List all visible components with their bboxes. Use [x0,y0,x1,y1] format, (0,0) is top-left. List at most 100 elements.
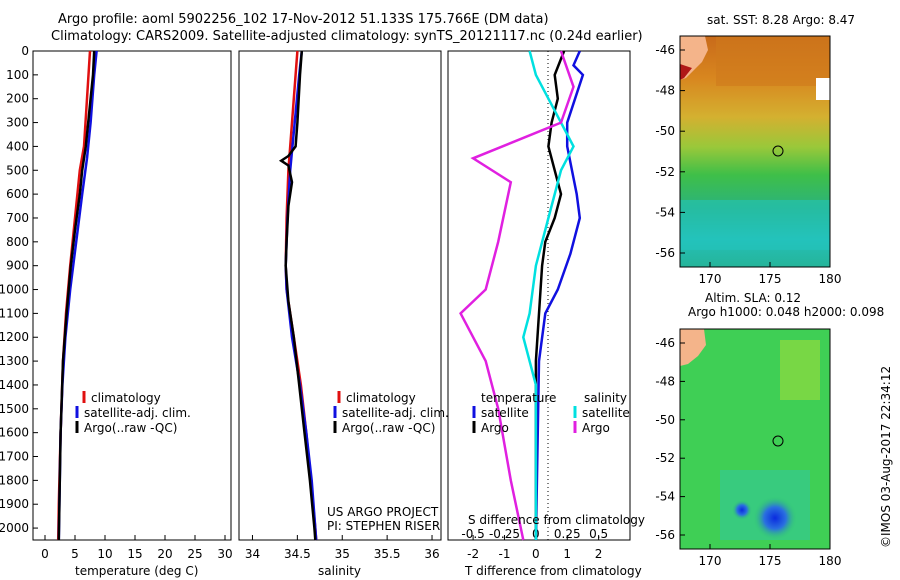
sla-map-low [753,496,797,540]
x-tick-label: -1 [498,547,510,561]
series-line-climatology [56,50,92,541]
t-difference-axis-label: T difference from climatology [464,564,642,578]
depth-tick-label: 2000 [0,521,29,535]
temperature-profiles [56,50,98,541]
salinity-plot-frame [238,50,442,541]
temperature-axis-label: temperature (deg C) [75,564,198,578]
longitude-tick-label: 170 [699,272,722,286]
latitude-tick-label: -52 [655,451,675,465]
sst-map-longitude-axis: 170 175 180 [699,262,842,286]
depth-tick-label: 600 [6,187,29,201]
depth-tick-label: 1100 [0,306,29,320]
series-line-argo [459,50,575,541]
s-difference-axis-label: S difference from climatology [468,513,645,527]
latitude-tick-label: -50 [655,124,675,138]
latitude-tick-label: -54 [655,490,675,504]
depth-tick-label: 1300 [0,354,29,368]
difference-profiles [459,50,585,541]
depth-tick-label: 100 [6,68,29,82]
x-tick-label: 5 [71,547,79,561]
depth-tick-label: 1600 [0,426,29,440]
sla-map-yellow-patch [780,340,820,400]
salinity-legend: climatology satellite-adj. clim. Argo(..… [333,391,449,435]
depth-tick-label: 1000 [0,283,29,297]
sst-map-latitude-axis: -46 -48 -50 -52 -54 -56 [655,43,685,260]
argo-float-marker [772,435,784,447]
series-line-argo [534,50,566,540]
latitude-tick-label: -50 [655,413,675,427]
temperature-legend: climatology satellite-adj. clim. Argo(..… [75,391,191,435]
sst-map-missing-pixel [816,78,830,100]
latitude-tick-label: -46 [655,336,675,350]
depth-tick-label: 200 [6,92,29,106]
salinity-profiles [278,50,318,541]
longitude-tick-label: 180 [819,272,842,286]
depth-tick-label: 1500 [0,402,29,416]
legend-label-satellite: satellite-adj. clim. [342,406,449,420]
legend-label-t-argo: Argo [481,421,509,435]
depth-tick-label: 1800 [0,473,29,487]
project-annotation: US ARGO PROJECT [327,505,439,519]
temperature-axis: 0 5 10 15 20 25 30 [41,535,233,561]
longitude-tick-label: 175 [759,554,782,568]
series-line-satellite [522,50,575,540]
legend-label-satellite: satellite-adj. clim. [84,406,191,420]
figure-title-line2: Climatology: CARS2009. Satellite-adjuste… [51,29,643,44]
depth-tick-label: 1900 [0,497,29,511]
legend-header-temperature: temperature [481,391,556,405]
sla-map-land [680,329,706,366]
sla-map-longitude-axis: 170 175 180 [699,544,841,568]
difference-plot-frame [447,50,631,541]
latitude-tick-label: -54 [655,205,675,219]
legend-label-climatology: climatology [91,391,161,405]
argo-float-marker [772,145,784,157]
latitude-tick-label: -48 [655,374,675,388]
x-tick-label: 10 [97,547,112,561]
depth-tick-label: 1200 [0,330,29,344]
sst-map-frame [679,35,831,268]
salinity-axis: 34 34.5 35 35.5 36 [245,535,440,561]
series-line-satellite [534,50,585,541]
x-tick-label: 0 [532,547,540,561]
sst-map-land-red [680,64,692,80]
x-tick-label: 0 [41,547,49,561]
x-tick-label: 15 [127,547,142,561]
legend-label-s-argo: Argo [582,421,610,435]
x-tick-label: 20 [157,547,172,561]
depth-axis: 0 100 200 300 400 500 600 700 800 900 1000 1100 1200… [0,44,38,535]
depth-tick-label: 400 [6,139,29,153]
upper-x-tick-label: -0.25 [489,527,520,541]
x-tick-label: 35 [335,547,350,561]
sla-map-latitude-axis: -46 -48 -50 -52 -54 -56 [655,336,685,542]
latitude-tick-label: -52 [655,165,675,179]
x-tick-label: 25 [187,547,202,561]
sst-map-teal-band [680,200,830,250]
legend-label-climatology: climatology [346,391,416,405]
legend-label-argo: Argo(..raw -QC) [342,421,435,435]
legend-label-argo: Argo(..raw -QC) [84,421,177,435]
longitude-tick-label: 175 [759,272,782,286]
salinity-axis-label: salinity [318,564,361,578]
x-tick-label: 30 [217,547,232,561]
latitude-tick-label: -48 [655,84,675,98]
legend-header-salinity: salinity [584,391,627,405]
imos-credit: ©IMOS 03-Aug-2017 22:34:12 [879,366,893,548]
series-line-argo-raw-qc- [57,50,96,541]
figure-title-line1: Argo profile: aoml 5902256_102 17-Nov-20… [58,12,549,27]
x-tick-label: 2 [595,547,603,561]
sst-map-title: sat. SST: 8.28 Argo: 8.47 [707,13,855,27]
longitude-tick-label: 170 [699,554,722,568]
sla-map-title-line1: Altim. SLA: 0.12 [705,291,801,305]
series-line-satellite-adj-clim- [284,50,318,541]
depth-tick-label: 300 [6,116,29,130]
depth-tick-label: 700 [6,211,29,225]
difference-axis: -2 -1 0 1 2-0.5 -0.25 0 0.25 0.5 [461,527,608,561]
depth-tick-label: 1400 [0,378,29,392]
x-tick-label: 36 [424,547,439,561]
x-tick-label: 34.5 [284,547,311,561]
upper-x-tick-label: 0.5 [589,527,608,541]
sla-map-title-line2: Argo h1000: 0.048 h2000: 0.098 [688,305,884,319]
depth-tick-label: 800 [6,235,29,249]
x-tick-label: 35.5 [374,547,401,561]
